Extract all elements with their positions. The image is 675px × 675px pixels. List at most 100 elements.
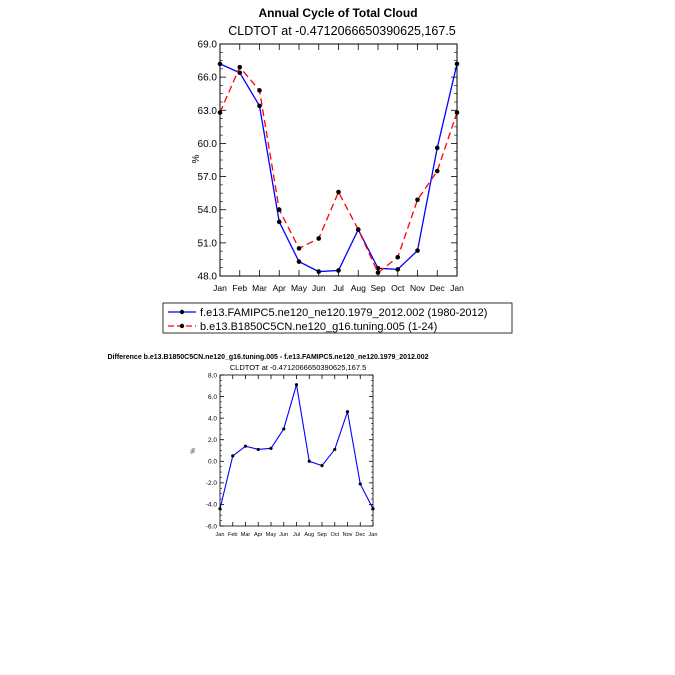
data-point [269, 446, 273, 450]
x-tick-label: Feb [232, 283, 247, 293]
x-tick-label: Jul [333, 283, 344, 293]
y-tick-label: 4.0 [208, 415, 217, 422]
bottom-chart-y-axis: -6.0 -4.0 -2.0 0.0 2.0 4.0 6.0 8.0 [206, 372, 373, 530]
data-point [415, 248, 420, 253]
y-tick-label: -2.0 [206, 480, 218, 487]
x-tick-label: Nov [410, 283, 426, 293]
data-point [375, 265, 381, 271]
series-line-1 [219, 384, 374, 509]
legend-label-2: b.e13.B1850C5CN.ne120_g16.tuning.005 (1-… [200, 321, 437, 333]
data-point [276, 219, 282, 225]
x-tick-label: Dec [355, 532, 365, 538]
data-point [257, 88, 262, 93]
data-point [395, 267, 401, 272]
data-point [345, 410, 350, 414]
top-chart-series [217, 61, 460, 275]
data-point [256, 447, 260, 452]
top-chart-legend: f.e13.FAMIPC5.ne120_ne120.1979_2012.002 … [162, 302, 513, 334]
x-tick-label: Nov [343, 532, 353, 538]
bottom-chart-subtitle: CLDTOT at -0.4712066650390625,167.5 [230, 363, 367, 372]
x-tick-label: Mar [241, 532, 251, 538]
top-chart-plot-frame [219, 43, 458, 277]
data-point [294, 383, 299, 387]
top-chart: Annual Cycle of Total Cloud CLDTOT at -0… [162, 6, 513, 334]
top-chart-subtitle: CLDTOT at -0.4712066650390625,167.5 [228, 24, 456, 38]
y-tick-label: 66.0 [198, 73, 218, 84]
y-tick-label: 69.0 [198, 40, 218, 51]
legend-box [162, 302, 513, 334]
data-point [355, 227, 361, 232]
y-tick-label: -4.0 [206, 502, 218, 509]
bottom-chart-title: Difference b.e13.B1850C5CN.ne120_g16.tun… [107, 354, 428, 361]
legend-label-1: f.e13.FAMIPC5.ne120_ne120.1979_2012.002 … [200, 307, 487, 319]
bottom-chart-ylabel: % [191, 448, 197, 454]
x-tick-label: Dec [430, 283, 446, 293]
data-point [237, 64, 243, 70]
x-tick-label: Oct [391, 283, 405, 293]
y-tick-label: 57.0 [198, 172, 218, 183]
bottom-chart-plot-frame [219, 374, 374, 527]
x-tick-label: Sep [370, 283, 385, 293]
x-tick-label: Apr [273, 283, 286, 293]
data-point [375, 270, 381, 275]
x-tick-label: Jan [213, 283, 227, 293]
x-tick-label: Jan [450, 283, 464, 293]
x-tick-label: Mar [252, 283, 267, 293]
x-tick-label: Aug [351, 283, 366, 293]
y-tick-label: 54.0 [198, 205, 218, 216]
data-point [231, 454, 235, 458]
x-tick-label: Jan [216, 532, 225, 538]
x-tick-label: Jul [293, 532, 300, 538]
x-tick-label: Apr [254, 532, 263, 538]
data-point [336, 268, 341, 273]
series-line-1 [219, 63, 458, 273]
y-tick-label: 63.0 [198, 106, 218, 117]
data-point [276, 207, 282, 213]
y-tick-label: 60.0 [198, 139, 218, 150]
x-tick-label: Jun [279, 532, 288, 538]
x-tick-label: Feb [228, 532, 238, 538]
data-point [336, 189, 341, 195]
y-tick-label: 2.0 [208, 437, 217, 444]
data-point [307, 459, 311, 463]
x-tick-label: Jan [369, 532, 378, 538]
data-point [257, 103, 262, 109]
data-point [282, 427, 286, 431]
top-chart-y-axis: 48.0 51.0 54.0 57.0 60.0 63.0 66.0 69.0 [198, 40, 457, 283]
data-point [316, 269, 322, 274]
data-point [320, 464, 324, 468]
data-point [395, 254, 401, 260]
top-chart-title: Annual Cycle of Total Cloud [258, 6, 417, 20]
y-tick-label: 6.0 [208, 394, 217, 401]
x-tick-label: Aug [304, 532, 314, 538]
y-tick-label: 0.0 [208, 459, 217, 466]
top-chart-x-axis: Jan Feb Mar Apr May Jun Jul Aug Sep Oct Nov Dec Jan [213, 44, 464, 293]
y-tick-label: 51.0 [198, 238, 218, 249]
data-point [243, 444, 248, 448]
legend-marker-1 [179, 309, 185, 315]
data-point [296, 259, 302, 264]
legend-marker-2 [179, 323, 185, 329]
top-chart-ylabel: % [191, 154, 202, 163]
bottom-chart: Difference b.e13.B1850C5CN.ne120_g16.tun… [107, 354, 428, 538]
x-tick-label: Jun [312, 283, 326, 293]
x-tick-label: May [266, 532, 277, 538]
x-tick-label: Oct [330, 532, 339, 538]
bottom-chart-series [218, 383, 375, 511]
data-point [434, 145, 440, 151]
y-tick-label: -6.0 [206, 523, 218, 530]
bottom-chart-x-axis: Jan Feb Mar Apr May Jun Jul Aug Sep Oct Nov Dec Jan [216, 375, 378, 538]
x-tick-label: May [291, 283, 308, 293]
data-point [358, 482, 362, 486]
data-point [237, 70, 243, 76]
data-point [316, 236, 322, 241]
y-tick-label: 48.0 [198, 272, 218, 283]
data-point [333, 447, 337, 452]
data-point [296, 246, 302, 251]
data-point [415, 197, 420, 203]
y-tick-label: 8.0 [208, 372, 217, 379]
x-tick-label: Sep [317, 532, 327, 538]
data-point [434, 168, 440, 174]
